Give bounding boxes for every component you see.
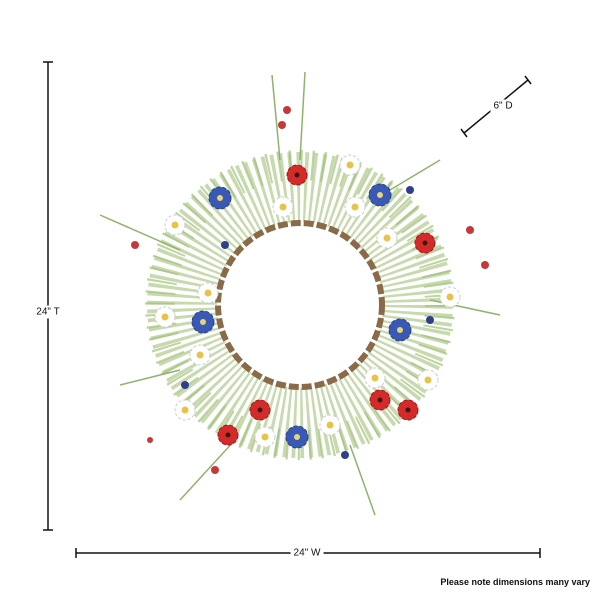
daisy	[197, 282, 219, 304]
sprig	[271, 74, 281, 161]
daisy	[272, 196, 294, 218]
foliage-outer	[145, 150, 455, 460]
bud	[426, 316, 434, 324]
red-flower	[249, 399, 271, 421]
red-flower	[369, 389, 391, 411]
width-label: 24" W	[290, 546, 324, 560]
sprig	[119, 369, 181, 386]
berry	[283, 106, 291, 114]
daisy	[364, 367, 386, 389]
berry	[147, 437, 153, 443]
sprig	[389, 159, 441, 191]
dimension-note: Please note dimensions many vary	[440, 577, 590, 587]
sprigs	[99, 71, 501, 516]
berries	[131, 106, 489, 474]
sprig	[349, 444, 376, 516]
daisy	[376, 227, 398, 249]
twig-base	[215, 220, 385, 390]
blue-flower	[285, 425, 309, 449]
sprig	[299, 71, 306, 161]
berry	[466, 226, 474, 234]
daisy	[154, 306, 176, 328]
berry	[131, 241, 139, 249]
berry	[278, 121, 286, 129]
berry	[481, 261, 489, 269]
bud	[341, 451, 349, 459]
red-flower	[286, 164, 308, 186]
depth-label: 6" D	[490, 99, 516, 113]
red-flower	[414, 232, 436, 254]
berry	[211, 466, 219, 474]
sprig	[179, 439, 236, 501]
blue-flower	[208, 186, 232, 210]
red-flower	[217, 424, 239, 446]
foliage-ring	[147, 152, 453, 458]
daisy	[439, 286, 461, 308]
daisy	[339, 154, 361, 176]
daisy	[189, 344, 211, 366]
daisy	[344, 196, 366, 218]
depth-cap	[460, 128, 468, 138]
blue-buds	[181, 186, 434, 459]
red-flower	[397, 399, 419, 421]
daisy	[174, 399, 196, 421]
blue-flower	[368, 183, 392, 207]
daisy	[254, 426, 276, 448]
depth-cap	[524, 75, 532, 85]
height-label: 24" T	[33, 305, 63, 319]
blue-flower	[388, 318, 412, 342]
bud	[406, 186, 414, 194]
bud	[181, 381, 189, 389]
dimension-lines	[43, 61, 541, 558]
daisy	[164, 214, 186, 236]
sprig	[99, 214, 181, 251]
blue-flower	[191, 310, 215, 334]
daisy	[417, 369, 439, 391]
daisy	[319, 414, 341, 436]
bud	[221, 241, 229, 249]
